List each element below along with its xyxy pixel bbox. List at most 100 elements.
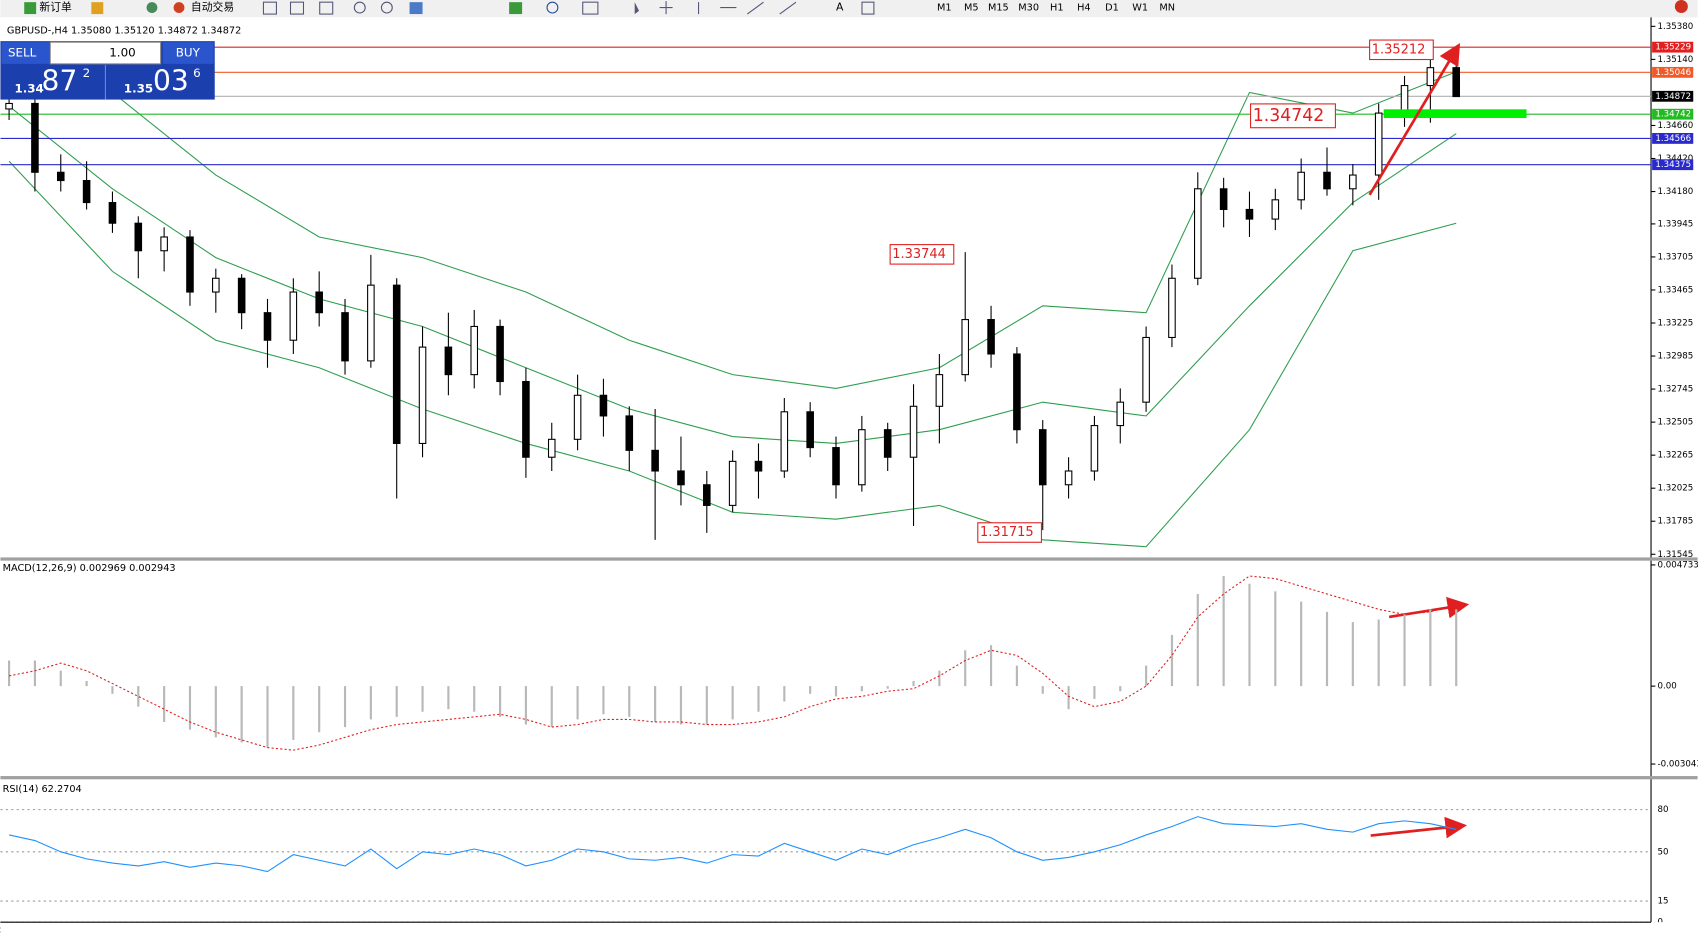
candle-body bbox=[832, 447, 840, 486]
new-order-icon[interactable] bbox=[24, 2, 37, 15]
price-level-label: 1.34566 bbox=[1655, 134, 1691, 144]
candle-body bbox=[1194, 188, 1202, 279]
candle-body bbox=[496, 325, 504, 383]
auto-trading-icon[interactable] bbox=[173, 2, 185, 13]
candle-body bbox=[5, 102, 13, 110]
bid-pips: 87 bbox=[42, 64, 78, 97]
candle-body bbox=[961, 319, 970, 376]
line-tools[interactable] bbox=[698, 1, 797, 15]
candle-body bbox=[547, 438, 556, 458]
new-order[interactable]: 新订单 bbox=[39, 0, 72, 14]
price-level-label: 1.34375 bbox=[1655, 160, 1691, 170]
candle-body bbox=[573, 394, 582, 440]
candle-body bbox=[883, 429, 892, 458]
price-level-tag bbox=[1652, 159, 1694, 171]
candle-body bbox=[1168, 277, 1176, 339]
candle-body bbox=[1219, 188, 1228, 210]
candle-body bbox=[522, 380, 530, 458]
candle-body bbox=[134, 222, 143, 252]
timeframe[interactable]: D1 bbox=[1105, 3, 1119, 14]
price-level-tag bbox=[1652, 108, 1694, 120]
y-tick-label: 0.004733 bbox=[1658, 560, 1698, 570]
timeframe[interactable]: W1 bbox=[1132, 3, 1148, 14]
indicators[interactable] bbox=[509, 2, 523, 15]
price-annotation: 1.35212 bbox=[1372, 42, 1426, 57]
candle-body bbox=[1038, 429, 1047, 486]
zoom-out[interactable] bbox=[380, 1, 393, 14]
timeframe[interactable]: H4 bbox=[1077, 3, 1091, 14]
y-tick-label: 1.32025 bbox=[1658, 484, 1694, 494]
price-annotation-box bbox=[977, 522, 1042, 543]
y-tick-label: 1.35140 bbox=[1658, 55, 1694, 65]
sell-button[interactable] bbox=[1, 42, 50, 64]
y-tick-label: 1.33465 bbox=[1658, 285, 1694, 295]
candle-body bbox=[987, 319, 995, 355]
candle-body bbox=[1374, 112, 1383, 176]
trend-arrow bbox=[1388, 596, 1470, 619]
timeframe[interactable]: MN bbox=[1159, 3, 1175, 14]
axes: 1.35380 1.35140 1.34660 1.34420 1.34180 1.339… bbox=[0, 22, 1698, 933]
candle-body bbox=[1323, 171, 1331, 190]
text-tool[interactable]: A bbox=[836, 1, 844, 14]
templates[interactable] bbox=[582, 1, 599, 15]
tool-icon[interactable] bbox=[289, 1, 305, 15]
zoom-in[interactable] bbox=[353, 1, 366, 14]
bollinger-middle bbox=[8, 105, 1457, 445]
candle-body bbox=[1271, 199, 1280, 220]
timeframe[interactable]: H1 bbox=[1050, 3, 1064, 14]
candle-body bbox=[160, 236, 168, 252]
price-level-label: 1.35046 bbox=[1655, 68, 1691, 78]
panel-separator bbox=[0, 557, 1698, 561]
crosshair[interactable] bbox=[659, 1, 673, 15]
candle-body bbox=[754, 460, 763, 472]
buy-button[interactable] bbox=[162, 42, 214, 64]
candle-body bbox=[341, 312, 349, 362]
candle-body bbox=[237, 277, 246, 314]
price-level-tag bbox=[1652, 90, 1694, 102]
tool-icon[interactable] bbox=[319, 1, 334, 15]
tool-icon[interactable] bbox=[91, 2, 104, 15]
tool-icon[interactable] bbox=[262, 1, 277, 15]
label-tool[interactable] bbox=[861, 1, 875, 15]
candle-body bbox=[1349, 174, 1357, 190]
annotations: 1.35212 1.34742 1.33744 1.31715 bbox=[889, 39, 1434, 543]
candle-body bbox=[212, 277, 220, 293]
cursor[interactable] bbox=[634, 2, 640, 15]
auto-trading[interactable]: 自动交易 bbox=[191, 0, 234, 14]
timeframe[interactable]: M30 bbox=[1018, 3, 1039, 14]
y-tick-label: 1.34660 bbox=[1658, 121, 1694, 131]
price-level-tag bbox=[1652, 133, 1694, 144]
bollinger-upper bbox=[8, 57, 1457, 389]
alert[interactable] bbox=[1674, 0, 1688, 13]
buy-label[interactable]: BUY bbox=[176, 46, 201, 60]
candle-body bbox=[1400, 85, 1409, 114]
y-tick-label: -0.003043 bbox=[1658, 760, 1698, 770]
tile[interactable] bbox=[409, 2, 423, 15]
candle-body bbox=[263, 312, 272, 341]
lots-value[interactable]: 1.00 bbox=[109, 46, 135, 60]
ask-pips: 03 bbox=[153, 64, 189, 97]
candle-body bbox=[56, 171, 65, 182]
lots-input[interactable] bbox=[49, 41, 162, 65]
y-tick-label: 1.31545 bbox=[1658, 550, 1694, 560]
bid-big: 1.34 bbox=[14, 81, 43, 95]
candle-body bbox=[599, 394, 608, 417]
timeframe[interactable]: M1 bbox=[937, 3, 952, 14]
y-tick-label: 80 bbox=[1658, 805, 1669, 815]
tool-icons: A bbox=[262, 1, 875, 15]
candle-body bbox=[82, 179, 91, 204]
candle-body bbox=[728, 460, 737, 506]
candle-body bbox=[625, 415, 634, 451]
timeframe[interactable]: M5 bbox=[964, 3, 979, 14]
candle-body bbox=[1245, 208, 1254, 220]
candle-body bbox=[909, 405, 918, 458]
timeframe[interactable]: M15 bbox=[988, 3, 1009, 14]
price-level-label: 1.34872 bbox=[1655, 92, 1691, 102]
price-level-tag bbox=[1652, 66, 1694, 78]
candle-body bbox=[1297, 171, 1305, 201]
sell-label[interactable]: SELL bbox=[8, 46, 37, 60]
tool-icon[interactable] bbox=[146, 2, 158, 13]
periods[interactable] bbox=[546, 1, 559, 14]
candle-body bbox=[780, 411, 789, 472]
